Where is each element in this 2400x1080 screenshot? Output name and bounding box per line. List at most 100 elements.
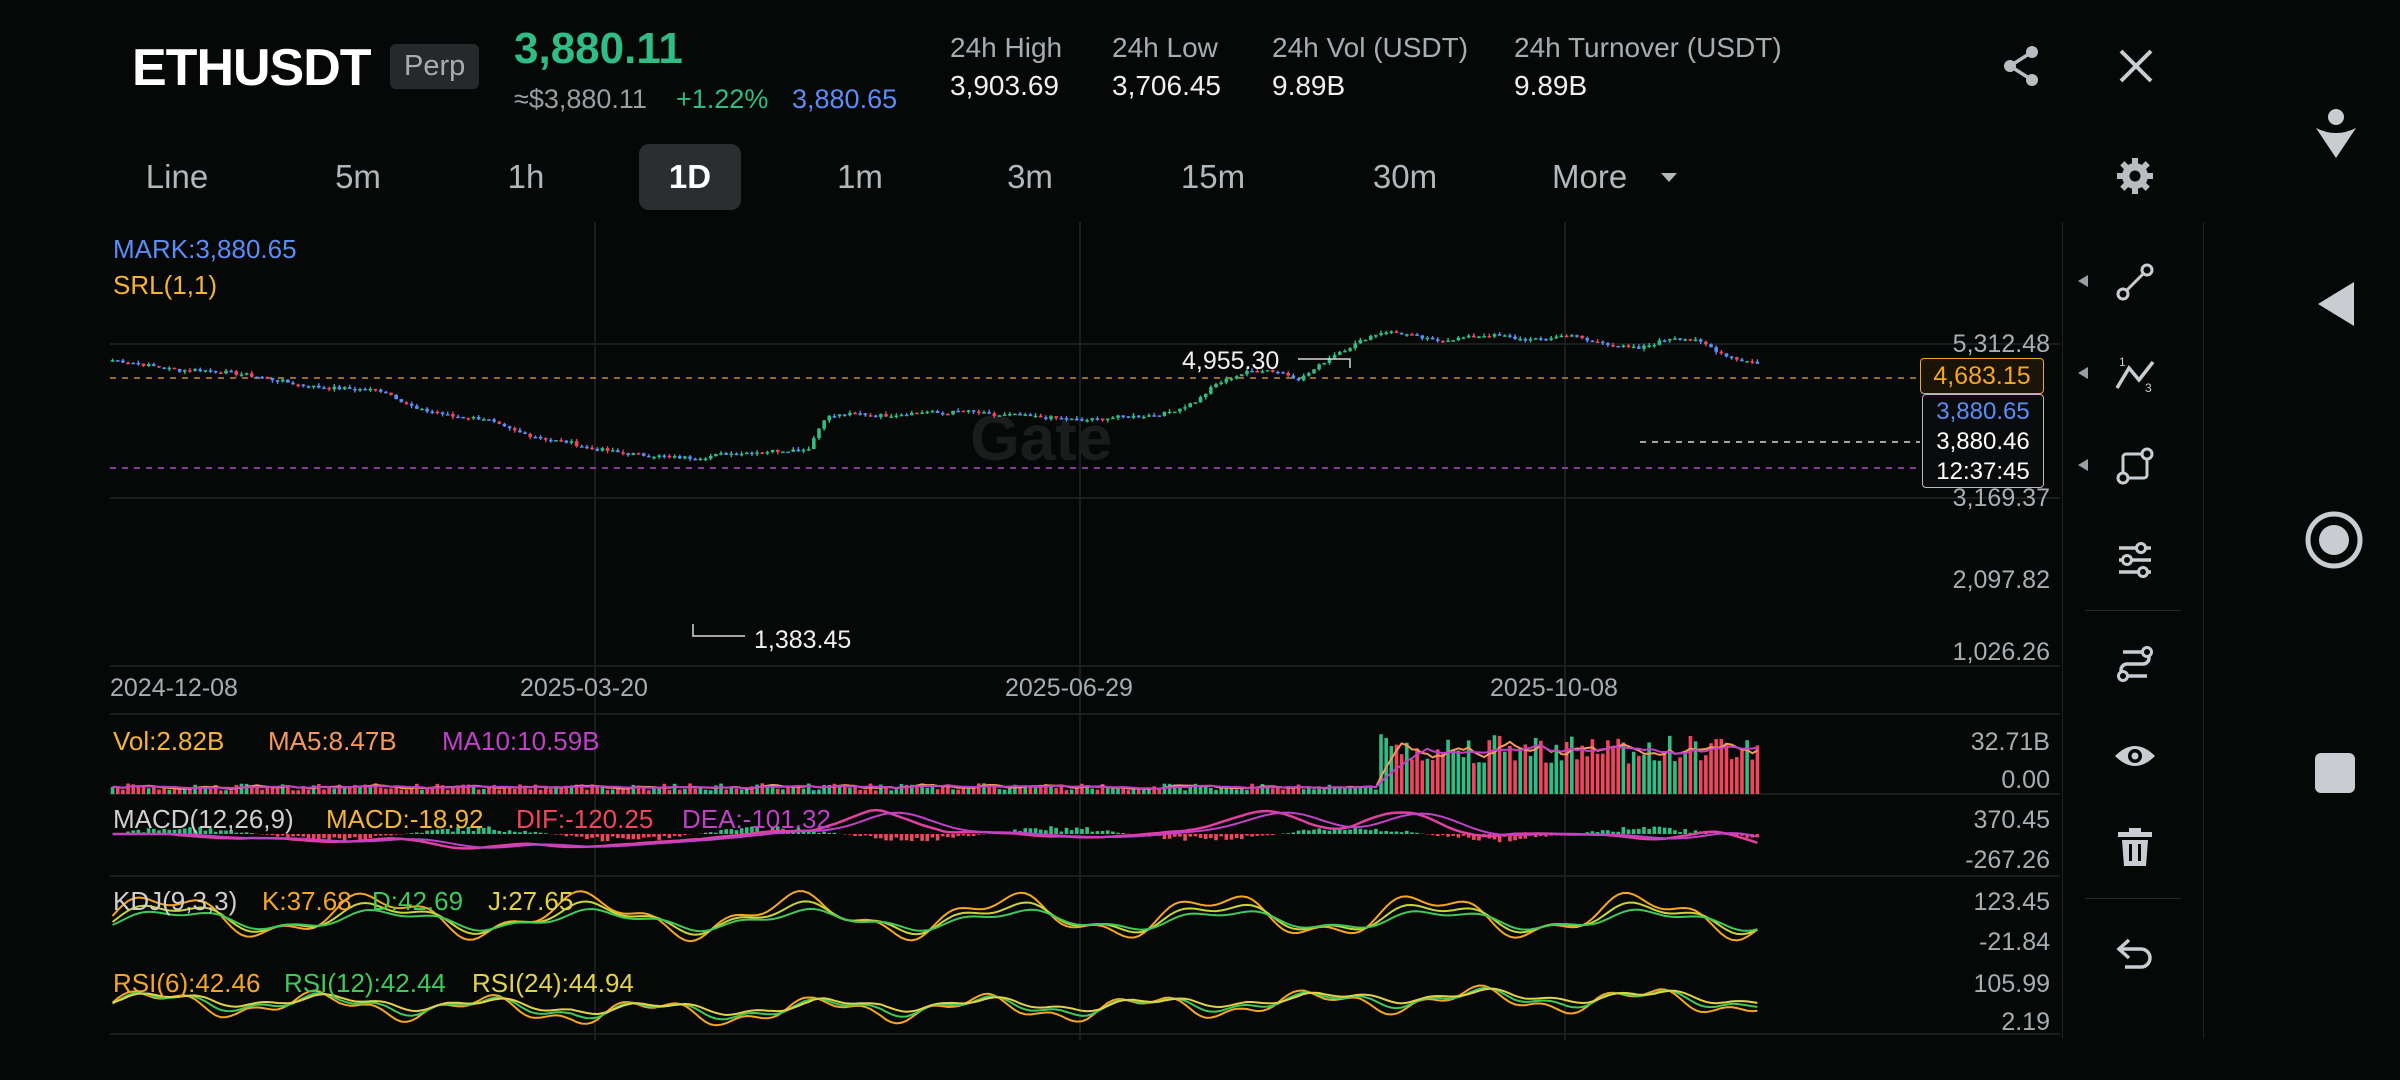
volume-bar [739,789,744,794]
volume-bar [476,789,481,794]
macd-bar [1683,829,1688,834]
candle-body [873,415,878,418]
kdj-d-line [112,907,1758,933]
macd-bar [626,834,631,840]
volume-bar [1090,788,1095,794]
volume-bar [1704,755,1708,794]
candle-body [1281,372,1285,374]
volume-bar [956,789,961,794]
undo-icon[interactable] [2115,936,2155,972]
date-axis-label: 2024-12-08 [110,674,238,702]
symbol-title[interactable]: ETHUSDT [132,39,372,97]
macd-bar [621,834,625,839]
volume-bar [363,784,368,794]
macd-bar [1384,831,1388,834]
candle-body [1059,418,1064,420]
tab-line[interactable]: Line [145,158,209,195]
volume-bar [1446,739,1450,794]
macd-bar [1116,832,1120,834]
visibility-icon[interactable] [2113,740,2157,772]
candle-body [466,417,471,420]
macd-bar [579,834,584,837]
macd-bar [353,834,357,838]
candle-body [342,387,347,390]
volume-bar [327,786,331,794]
volume-bar [1033,786,1038,794]
volume-bar [946,784,950,794]
candle-body [1569,335,1574,337]
candle-body [337,386,342,390]
macd-bar [1234,834,1239,838]
candle-body [605,448,610,451]
macd-bar [414,832,419,834]
tab-1m[interactable]: 1m [837,158,883,195]
candle-body [688,456,692,459]
candle-body [935,411,940,413]
macd-bar [1296,830,1301,834]
macd-bar [430,830,435,834]
settings-gear-icon[interactable] [2115,156,2155,196]
macd-bar [1657,826,1662,834]
assistant-icon[interactable] [2312,108,2360,160]
candle-body [925,411,930,414]
trend-line-icon[interactable] [2115,262,2155,302]
rectangle-icon[interactable] [2115,446,2155,486]
candle-body [538,437,543,439]
chevron-down-icon[interactable] [1660,172,1678,184]
candle-body [1724,353,1729,357]
high-price-label: 4,955.30 [1182,347,1279,375]
fiat-price: ≈$3,880.11 [514,84,647,114]
candle-body [1647,345,1651,347]
tab-15m[interactable]: 15m [1180,158,1246,195]
tab-3m[interactable]: 3m [1007,158,1053,195]
tab-30m[interactable]: 30m [1372,158,1438,195]
tab-5m[interactable]: 5m [335,158,381,195]
volume-bar [884,786,888,794]
volume-bar [182,787,187,794]
volume-bar [631,784,636,794]
candle-body [590,447,594,450]
candle-body [647,455,651,458]
volume-bar [1740,750,1744,794]
expand-arrow-icon[interactable] [2077,366,2089,380]
candle-body [1363,339,1368,342]
indicator-settings-icon[interactable] [2115,540,2155,580]
tab-more[interactable]: More [1552,144,1662,210]
candle-body [1472,335,1476,338]
volume-bar [332,788,337,794]
volume-bar [533,784,538,794]
candle-body [574,441,579,447]
chart-canvas[interactable]: Gate 4,955.30 1,383.45 [110,222,2060,1040]
volume-bar [1497,735,1502,794]
kline-chart[interactable]: Gate 4,955.30 1,383.45 MARK:3,880.65 SRL… [110,222,2060,1040]
recent-apps-icon[interactable] [2314,752,2356,794]
volume-bar [879,784,883,794]
home-icon[interactable] [2304,510,2364,570]
fib-icon[interactable]: 1 3 [2115,354,2157,394]
rsi6-legend: RSI(6):42.46 [113,968,261,998]
volume-bar [1332,787,1337,794]
expand-arrow-icon[interactable] [2077,458,2089,472]
delete-icon[interactable] [2117,828,2153,868]
tab-1h[interactable]: 1h [507,158,545,195]
share-icon[interactable] [2002,44,2042,88]
contract-type-badge: Perp [390,44,480,89]
candle-body [1296,378,1301,381]
expand-arrow-icon[interactable] [2077,274,2089,288]
macd-bar [894,834,899,838]
volume-bar [1415,748,1419,794]
volume-bar [559,788,563,794]
candle-body [708,455,713,459]
volume-ma10-line [112,744,1758,790]
macd-bar [1167,834,1172,839]
macd-bar [1358,828,1363,834]
macd-bar [879,834,883,839]
tab-1d[interactable]: 1D [639,144,741,210]
close-icon[interactable] [2118,48,2154,84]
volume-bar [1482,762,1486,794]
volume-bar [342,788,347,794]
candle-body [997,415,1002,417]
path-tool-icon[interactable] [2115,644,2155,684]
macd-bar [1477,834,1481,841]
back-icon[interactable] [2316,280,2356,328]
